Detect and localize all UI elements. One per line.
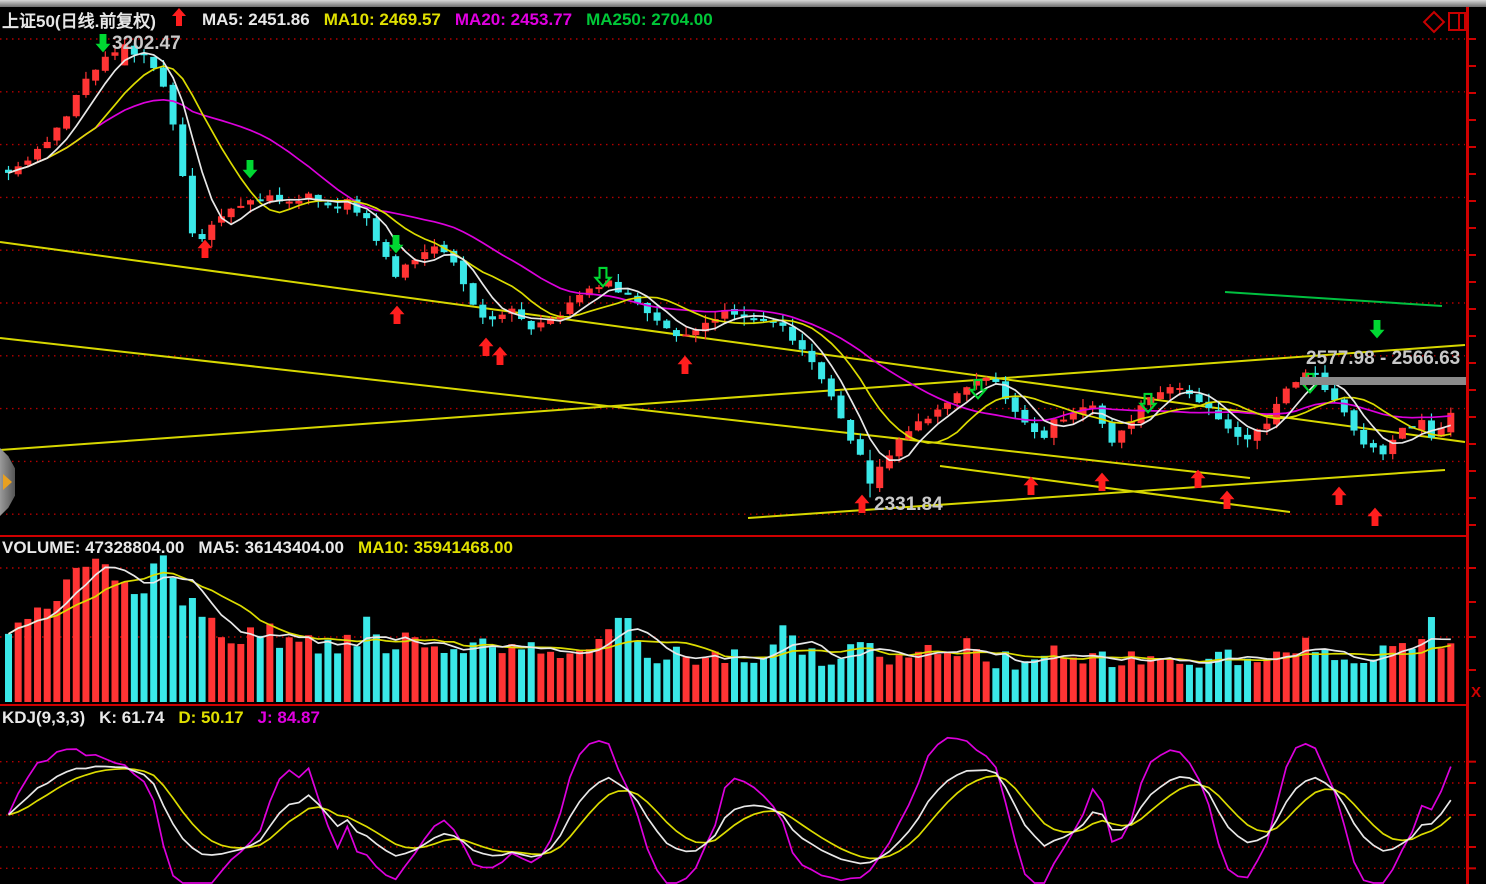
low-price-label: 2331.84 (874, 494, 943, 515)
main-chart-header: 上证50(日线.前复权) MA5: 2451.86 MA10: 2469.57 … (2, 7, 713, 32)
kdj-j-value: J: 84.87 (257, 708, 320, 727)
right-edge-partial-label: X (1471, 684, 1482, 701)
sidebar-expand-tab[interactable] (0, 448, 15, 516)
ma5-value: MA5: 2451.86 (201, 9, 310, 29)
gap-range-label: 2577.98 - 2566.63 (1306, 348, 1461, 369)
kdj-k-value: K: 61.74 (99, 708, 165, 727)
volume-pane[interactable] (0, 555, 1465, 702)
ma250-value: MA250: 2704.00 (586, 9, 713, 29)
expand-arrow-icon (3, 474, 12, 490)
frame-layer (0, 7, 1476, 884)
kdj-pane[interactable] (0, 736, 1465, 884)
volume-header: VOLUME: 47328804.00 MA5: 36143404.00 MA1… (2, 538, 513, 558)
gap-band (1300, 377, 1466, 385)
split-window-icon[interactable] (1448, 12, 1466, 31)
volume-ma10-value: MA10: 35941468.00 (357, 538, 513, 557)
kdj-d-value: D: 50.17 (178, 708, 244, 727)
kdj-title: KDJ(9,3,3) (2, 708, 86, 727)
chart-title: 上证50(日线.前复权) (2, 12, 156, 31)
window-top-strip (0, 0, 1486, 7)
ma20-value: MA20: 2453.77 (454, 9, 573, 29)
main-price-pane[interactable] (0, 33, 1466, 527)
up-arrow-icon (171, 8, 186, 31)
kdj-header: KDJ(9,3,3) K: 61.74 D: 50.17 J: 84.87 (2, 708, 320, 728)
high-price-label: 3202.47 (112, 33, 181, 54)
volume-ma5-value: MA5: 36143404.00 (198, 538, 344, 557)
volume-value: VOLUME: 47328804.00 (2, 538, 185, 557)
ma10-value: MA10: 2469.57 (323, 9, 441, 29)
